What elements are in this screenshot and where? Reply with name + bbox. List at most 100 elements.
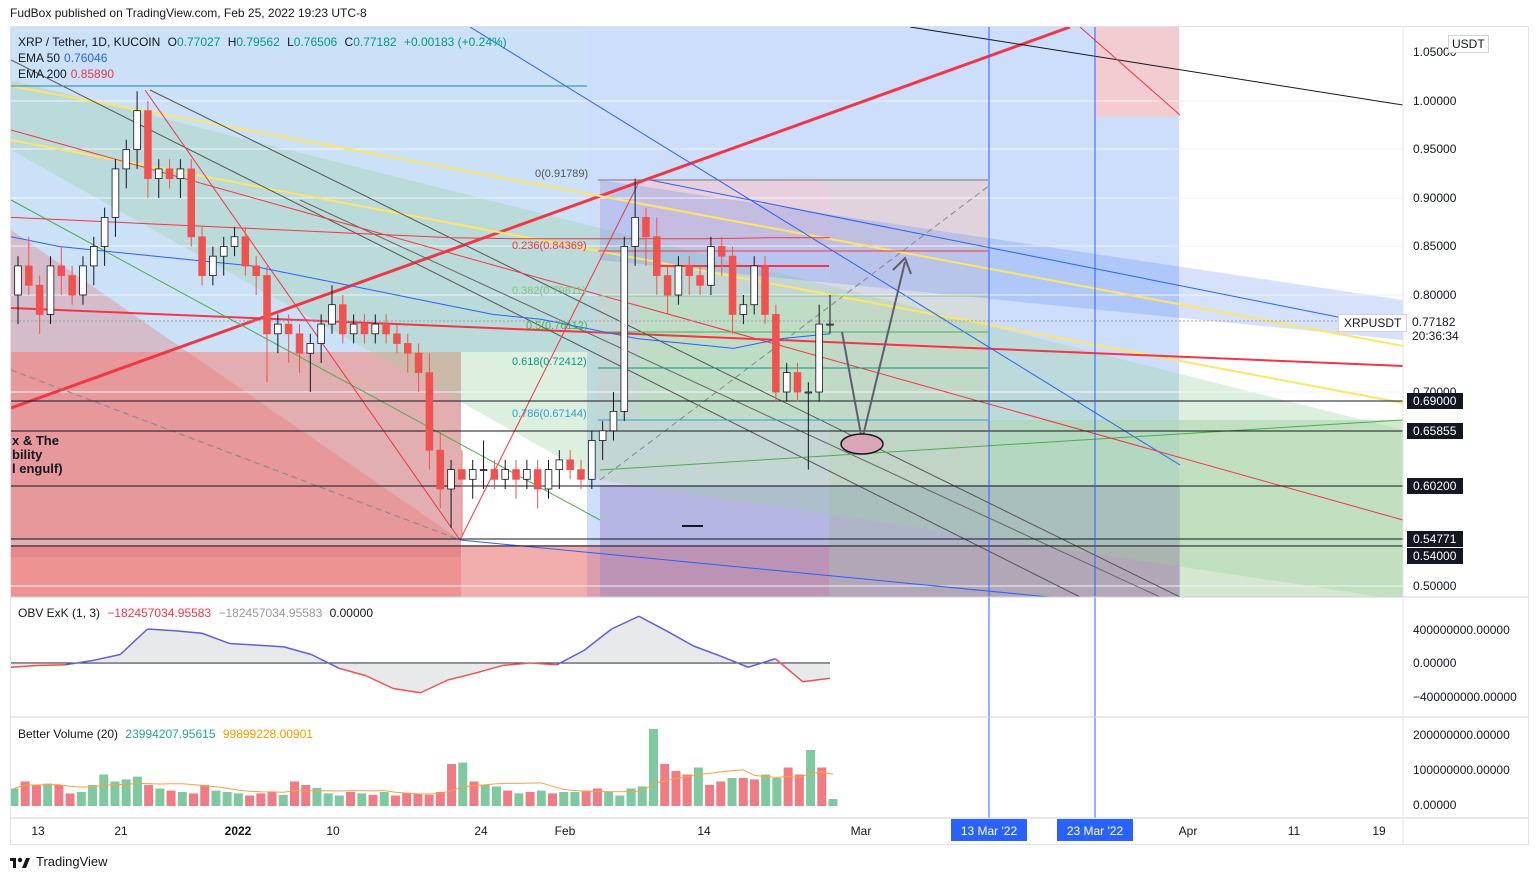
candle-up [122, 149, 131, 170]
candle-up [79, 265, 87, 296]
yellow-line-1 [11, 85, 1403, 347]
volume-bar [491, 786, 501, 806]
obv-segment [229, 642, 257, 646]
ema200-label: EMA 200 [18, 67, 67, 81]
obv-segment [38, 663, 66, 667]
fib-label-618: 0.618(0.72412) [512, 356, 587, 368]
time-tick-label: 10 [326, 824, 340, 838]
volume-bar [671, 771, 681, 806]
red-horizontal-trend [11, 307, 1403, 367]
volume-bar [334, 795, 344, 806]
candle-down [642, 216, 650, 238]
volume-bar [65, 793, 75, 806]
black-diag-1 [149, 89, 1181, 597]
time-tick-label: 24 [474, 824, 488, 838]
candle-down [382, 323, 390, 335]
volume-bar [88, 785, 98, 806]
obv-segment [201, 632, 230, 645]
volume-bar [817, 767, 827, 806]
obv-segment [529, 662, 558, 666]
volume-tick-label: 0.00000 [1413, 798, 1457, 812]
candle-up [544, 469, 553, 490]
time-tick-label: 13 [31, 824, 45, 838]
blue-diag-1 [469, 27, 1181, 466]
volume-bar [413, 794, 423, 806]
obv-segment [283, 646, 312, 656]
volume-bar [435, 792, 445, 806]
black-diag-top [909, 27, 1403, 106]
obv-segment [720, 655, 749, 668]
candle-down [295, 333, 304, 354]
date-marker-label: 13 Mar '22 [961, 824, 1018, 838]
obv-segment [638, 615, 667, 632]
fib-label-382: 0.382(0.79811) [512, 285, 586, 297]
volume-bar [514, 793, 524, 806]
published-header: FudBox published on TradingView.com, Feb… [10, 6, 367, 20]
tradingview-brand: TradingView [36, 854, 108, 869]
volume-bar [267, 792, 277, 806]
time-axis[interactable]: 13 21 2022 10 24 Feb 14 Mar Apr 11 19 13 Mar '22 23 … [31, 819, 1386, 841]
date-marker-label: 23 Mar '22 [1067, 824, 1124, 838]
black-diag-3 [299, 199, 1161, 597]
candle-down [533, 469, 542, 490]
volume-bar [11, 788, 19, 806]
red-diag-4 [459, 179, 641, 541]
volume-bar [794, 774, 804, 806]
candles [14, 91, 834, 538]
candle-down [241, 236, 250, 267]
obv-segment [393, 687, 421, 694]
candle-up [804, 391, 813, 394]
volume-bar [738, 778, 748, 806]
main-legend: XRP / Tether, 1D, KUCOIN O0.77027 H0.795… [18, 35, 507, 81]
volume-tick-label: 200000000.00000 [1413, 728, 1510, 742]
volume-bar [110, 781, 120, 806]
volume-bar [783, 767, 793, 806]
time-tick-label: 21 [114, 824, 128, 838]
volume-bar [559, 792, 569, 806]
obv-segment [774, 658, 804, 683]
candle-up [328, 304, 336, 325]
volume-bar [705, 785, 715, 806]
candle-down [68, 275, 76, 296]
level-price-badge [1407, 423, 1463, 439]
candle-up [479, 469, 488, 472]
volume-bar [289, 781, 299, 806]
price-axis[interactable]: 1.05000 1.00000 0.95000 0.90000 0.85000 0.800… [1407, 45, 1517, 812]
candle-up [523, 469, 531, 480]
candle-down [284, 323, 293, 335]
tradingview-footer[interactable]: TradingView [10, 854, 108, 869]
candle-down [490, 469, 499, 480]
obv-segment [802, 677, 831, 683]
time-tick-label: 2022 [225, 824, 252, 838]
candle-down [425, 372, 434, 451]
candle-up [46, 265, 55, 315]
candle-up [14, 265, 22, 296]
level-price-badge [1407, 478, 1463, 494]
obv-pane [11, 615, 831, 694]
fib-label-786: 0.786(0.67144) [512, 408, 587, 420]
volume-bar [368, 794, 378, 806]
volume-bar [200, 785, 210, 806]
candle-down [566, 459, 574, 470]
chart-annotation: x & The bility l engulf) [12, 433, 63, 476]
volume-bar [211, 790, 221, 806]
price-tick-label: 0.50000 [1413, 579, 1457, 593]
candle-up [176, 168, 185, 179]
volume-bar [637, 786, 647, 806]
candle-up [674, 265, 683, 296]
volume-bar [806, 750, 816, 806]
volume-bar [323, 793, 333, 806]
volume-bar [402, 793, 412, 806]
volume-bar [615, 795, 625, 806]
candle-down [25, 265, 33, 286]
candle-up [111, 168, 120, 218]
price-tick-label: 1.05000 [1413, 45, 1457, 59]
date-marker-badge [951, 819, 1027, 841]
candle-down [393, 333, 401, 344]
volume-bar [278, 794, 288, 806]
candle-up [100, 216, 109, 247]
trend-lines [11, 27, 1403, 597]
obv-segment [338, 667, 367, 677]
obv-segment [174, 629, 203, 634]
